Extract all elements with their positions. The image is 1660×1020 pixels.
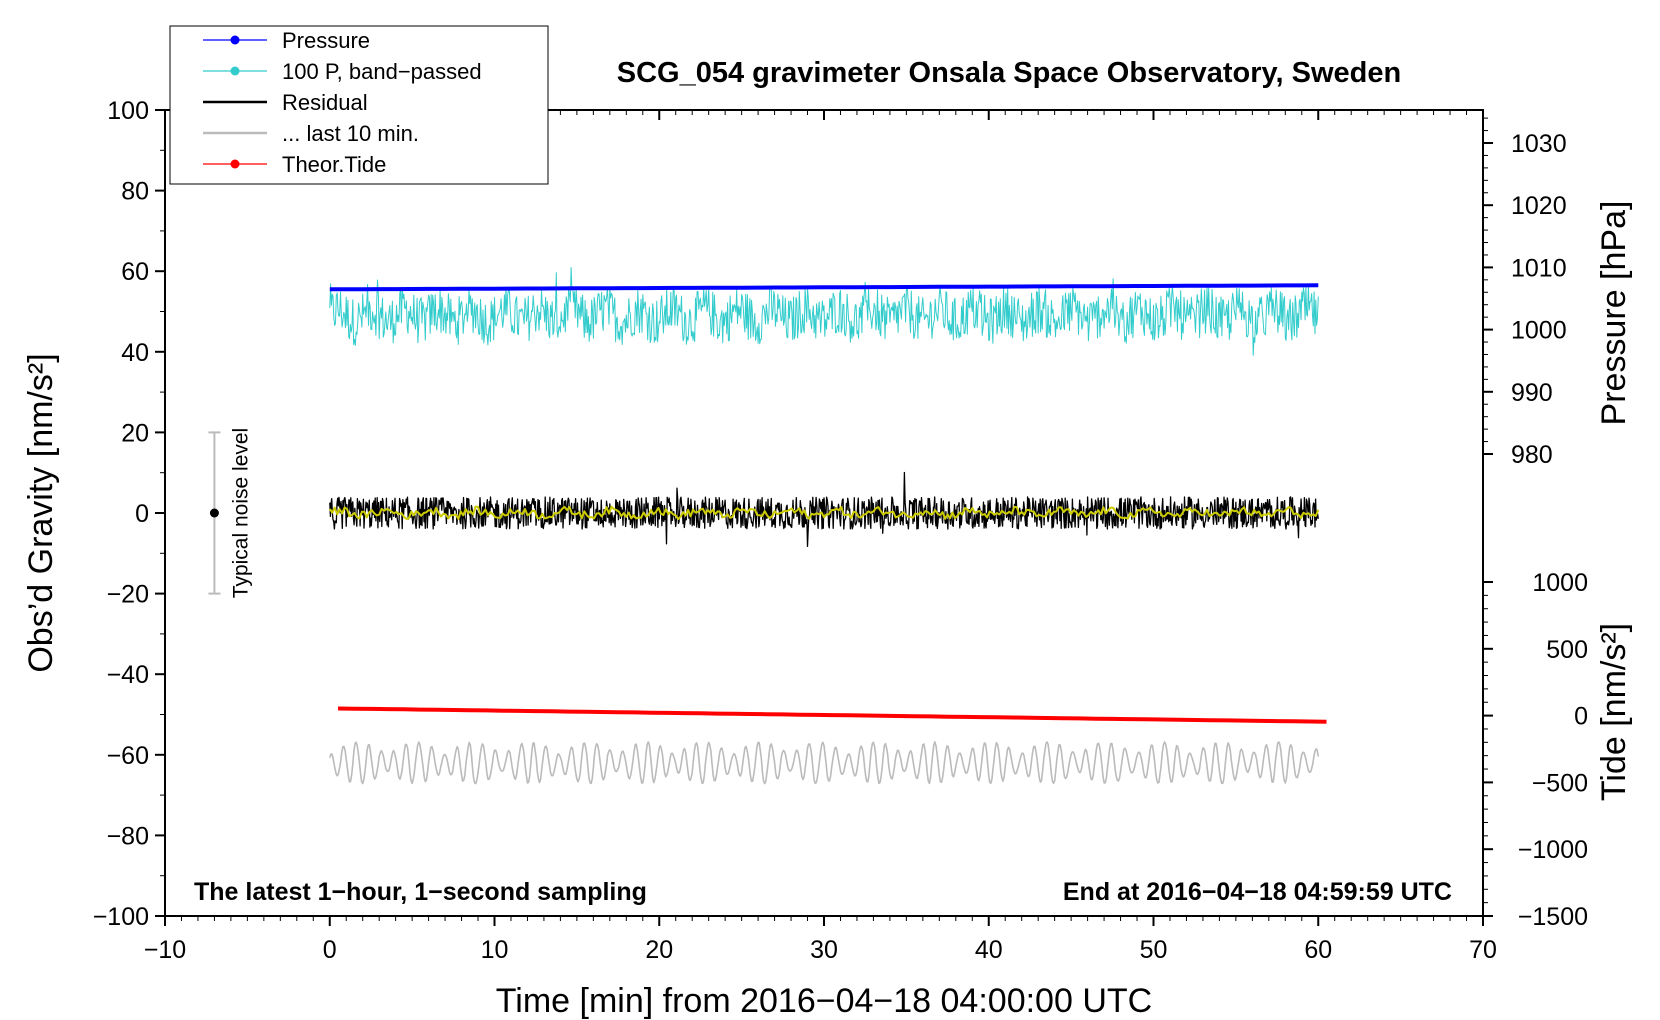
annotation-sampling: The latest 1−hour, 1−second sampling xyxy=(194,878,647,906)
pressure-tick-label: 990 xyxy=(1511,379,1553,407)
tide-tick-label: −1500 xyxy=(1518,903,1588,931)
legend-label: 100 P, band−passed xyxy=(282,59,482,84)
pressure-tick-label: 1020 xyxy=(1511,192,1567,220)
y-axis-title-pressure: Pressure [hPa] xyxy=(1595,201,1633,426)
tide-tick-label: −500 xyxy=(1532,769,1588,797)
noise-bar-label: Typical noise level xyxy=(229,428,252,598)
legend-label: Theor.Tide xyxy=(282,152,386,177)
pressure-tick-label: 980 xyxy=(1511,441,1553,469)
legend-marker xyxy=(230,66,240,76)
tide-tick-label: 1000 xyxy=(1532,569,1588,597)
x-tick-label: 10 xyxy=(481,936,509,964)
series-pressure-bandpassed xyxy=(329,267,1319,356)
y-tick-label: 60 xyxy=(121,258,149,286)
annotation-end-time: End at 2016−04−18 04:59:59 UTC xyxy=(1063,878,1452,906)
legend-label: Pressure xyxy=(282,28,370,53)
y-tick-label: −20 xyxy=(107,581,149,609)
noise-bar-center-dot xyxy=(209,508,219,518)
legend-label: Residual xyxy=(282,90,368,115)
x-tick-label: 30 xyxy=(810,936,838,964)
series-theoretical-tide xyxy=(337,706,1327,724)
tide-tick-label: 500 xyxy=(1546,636,1588,664)
series-residual xyxy=(329,471,1319,548)
y-tick-label: −100 xyxy=(93,903,149,931)
series-last-10-min xyxy=(329,741,1320,785)
y-tick-label: 40 xyxy=(121,339,149,367)
series-layer xyxy=(328,267,1327,785)
noise-bar: Typical noise level xyxy=(208,428,252,598)
y-axis-title-tide: Tide [nm/s²] xyxy=(1595,623,1633,801)
x-tick-label: 40 xyxy=(975,936,1003,964)
x-tick-label: 70 xyxy=(1469,936,1497,964)
x-tick-label: 50 xyxy=(1140,936,1168,964)
legend: Pressure 100 P, band−passed Residual ... la… xyxy=(169,25,549,185)
pressure-tick-label: 1000 xyxy=(1511,317,1567,345)
ticks-layer: −10 0 10 20 30 40 50 60 70100806040200−20−40−60−… xyxy=(93,97,1588,964)
x-tick-label: −10 xyxy=(144,936,186,964)
x-tick-label: 20 xyxy=(645,936,673,964)
y-tick-label: 80 xyxy=(121,178,149,206)
series-pressure xyxy=(329,283,1319,292)
y-tick-label: 20 xyxy=(121,419,149,447)
series-residual-smoothed xyxy=(328,505,1320,521)
y-tick-label: −80 xyxy=(107,822,149,850)
tide-tick-label: −1000 xyxy=(1518,836,1588,864)
legend-box xyxy=(169,25,549,185)
y-tick-label: 0 xyxy=(135,500,149,528)
chart-title: SCG_054 gravimeter Onsala Space Observat… xyxy=(617,57,1401,89)
x-tick-label: 0 xyxy=(323,936,337,964)
y-axis-title-left: Obs’d Gravity [nm/s²] xyxy=(22,353,60,672)
legend-marker xyxy=(230,35,240,45)
pressure-tick-label: 1010 xyxy=(1511,254,1567,282)
x-tick-label: 60 xyxy=(1304,936,1332,964)
legend-label: ... last 10 min. xyxy=(282,121,419,146)
y-tick-label: −60 xyxy=(107,742,149,770)
legend-marker xyxy=(230,159,240,169)
y-tick-label: 100 xyxy=(107,97,149,125)
pressure-tick-label: 1030 xyxy=(1511,130,1567,158)
tide-tick-label: 0 xyxy=(1574,703,1588,731)
x-axis-title: Time [min] from 2016−04−18 04:00:00 UTC xyxy=(496,982,1152,1020)
y-tick-label: −40 xyxy=(107,661,149,689)
